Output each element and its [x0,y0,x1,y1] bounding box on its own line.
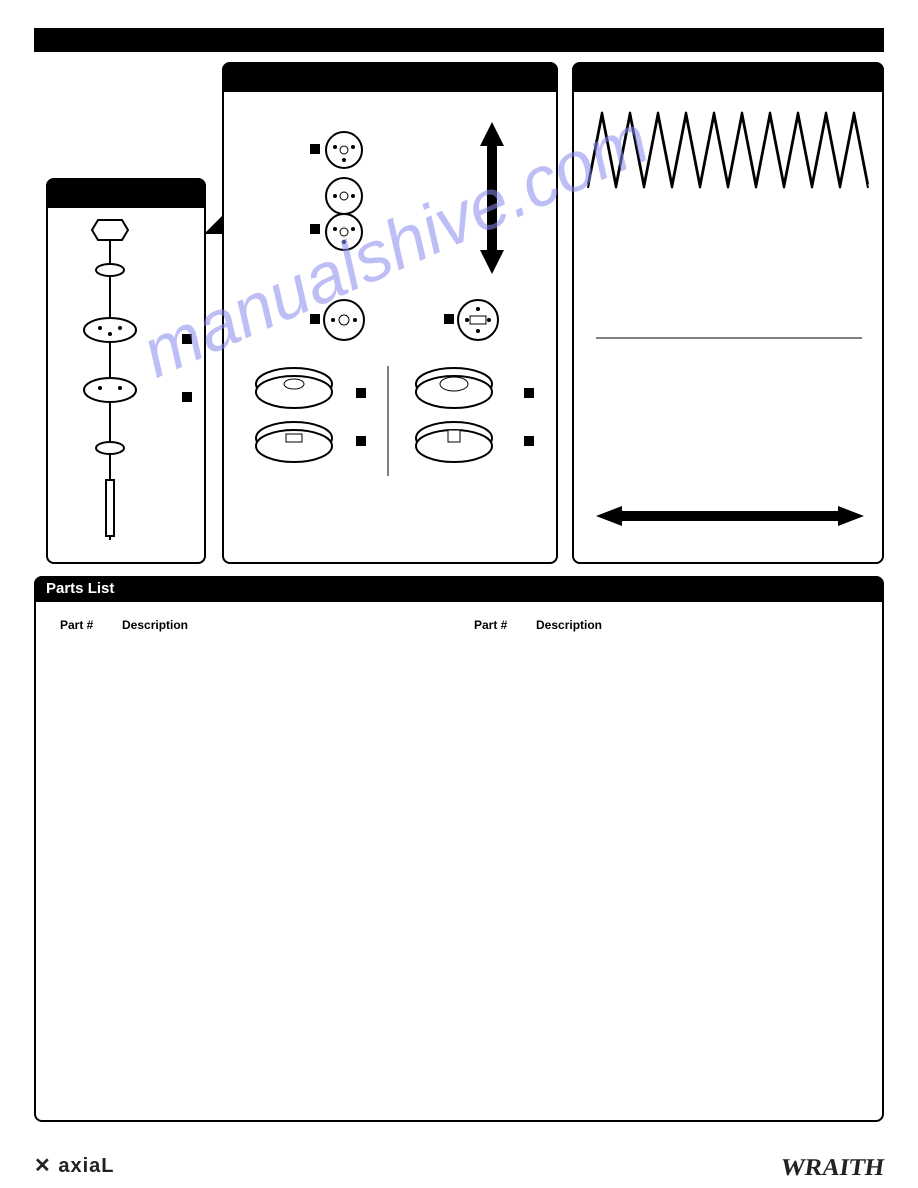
bullet-marker [444,314,454,324]
logo-axial-text: axiaL [58,1155,114,1177]
column-part-2: Part # [474,618,507,632]
bullet-marker [182,392,192,402]
page-top-bar [34,28,884,52]
mini-exploded-diagram [48,180,208,566]
diagram-card-spring [572,62,884,564]
bullet-marker [310,144,320,154]
column-part-1: Part # [60,618,93,632]
bullet-marker [524,388,534,398]
bullet-marker [182,334,192,344]
bullet-marker [310,314,320,324]
column-desc-1: Description [122,618,188,632]
logo-axial: ✕ axiaL [34,1153,114,1178]
diagram-card-mini [46,178,206,564]
bullet-marker [356,436,366,446]
bullet-marker [524,436,534,446]
parts-list-title: Parts List [34,576,884,602]
bullet-marker [356,388,366,398]
spring-diagram [574,64,886,566]
column-desc-2: Description [536,618,602,632]
diagram-card-pistons [222,62,558,564]
bullet-marker [310,224,320,234]
parts-list-card: Parts List Part # Description Part # Des… [34,576,884,1122]
logo-axial-glyph: ✕ [34,1155,52,1177]
pistons-diagram [224,64,560,566]
logo-wraith: WRAITH [779,1155,885,1182]
